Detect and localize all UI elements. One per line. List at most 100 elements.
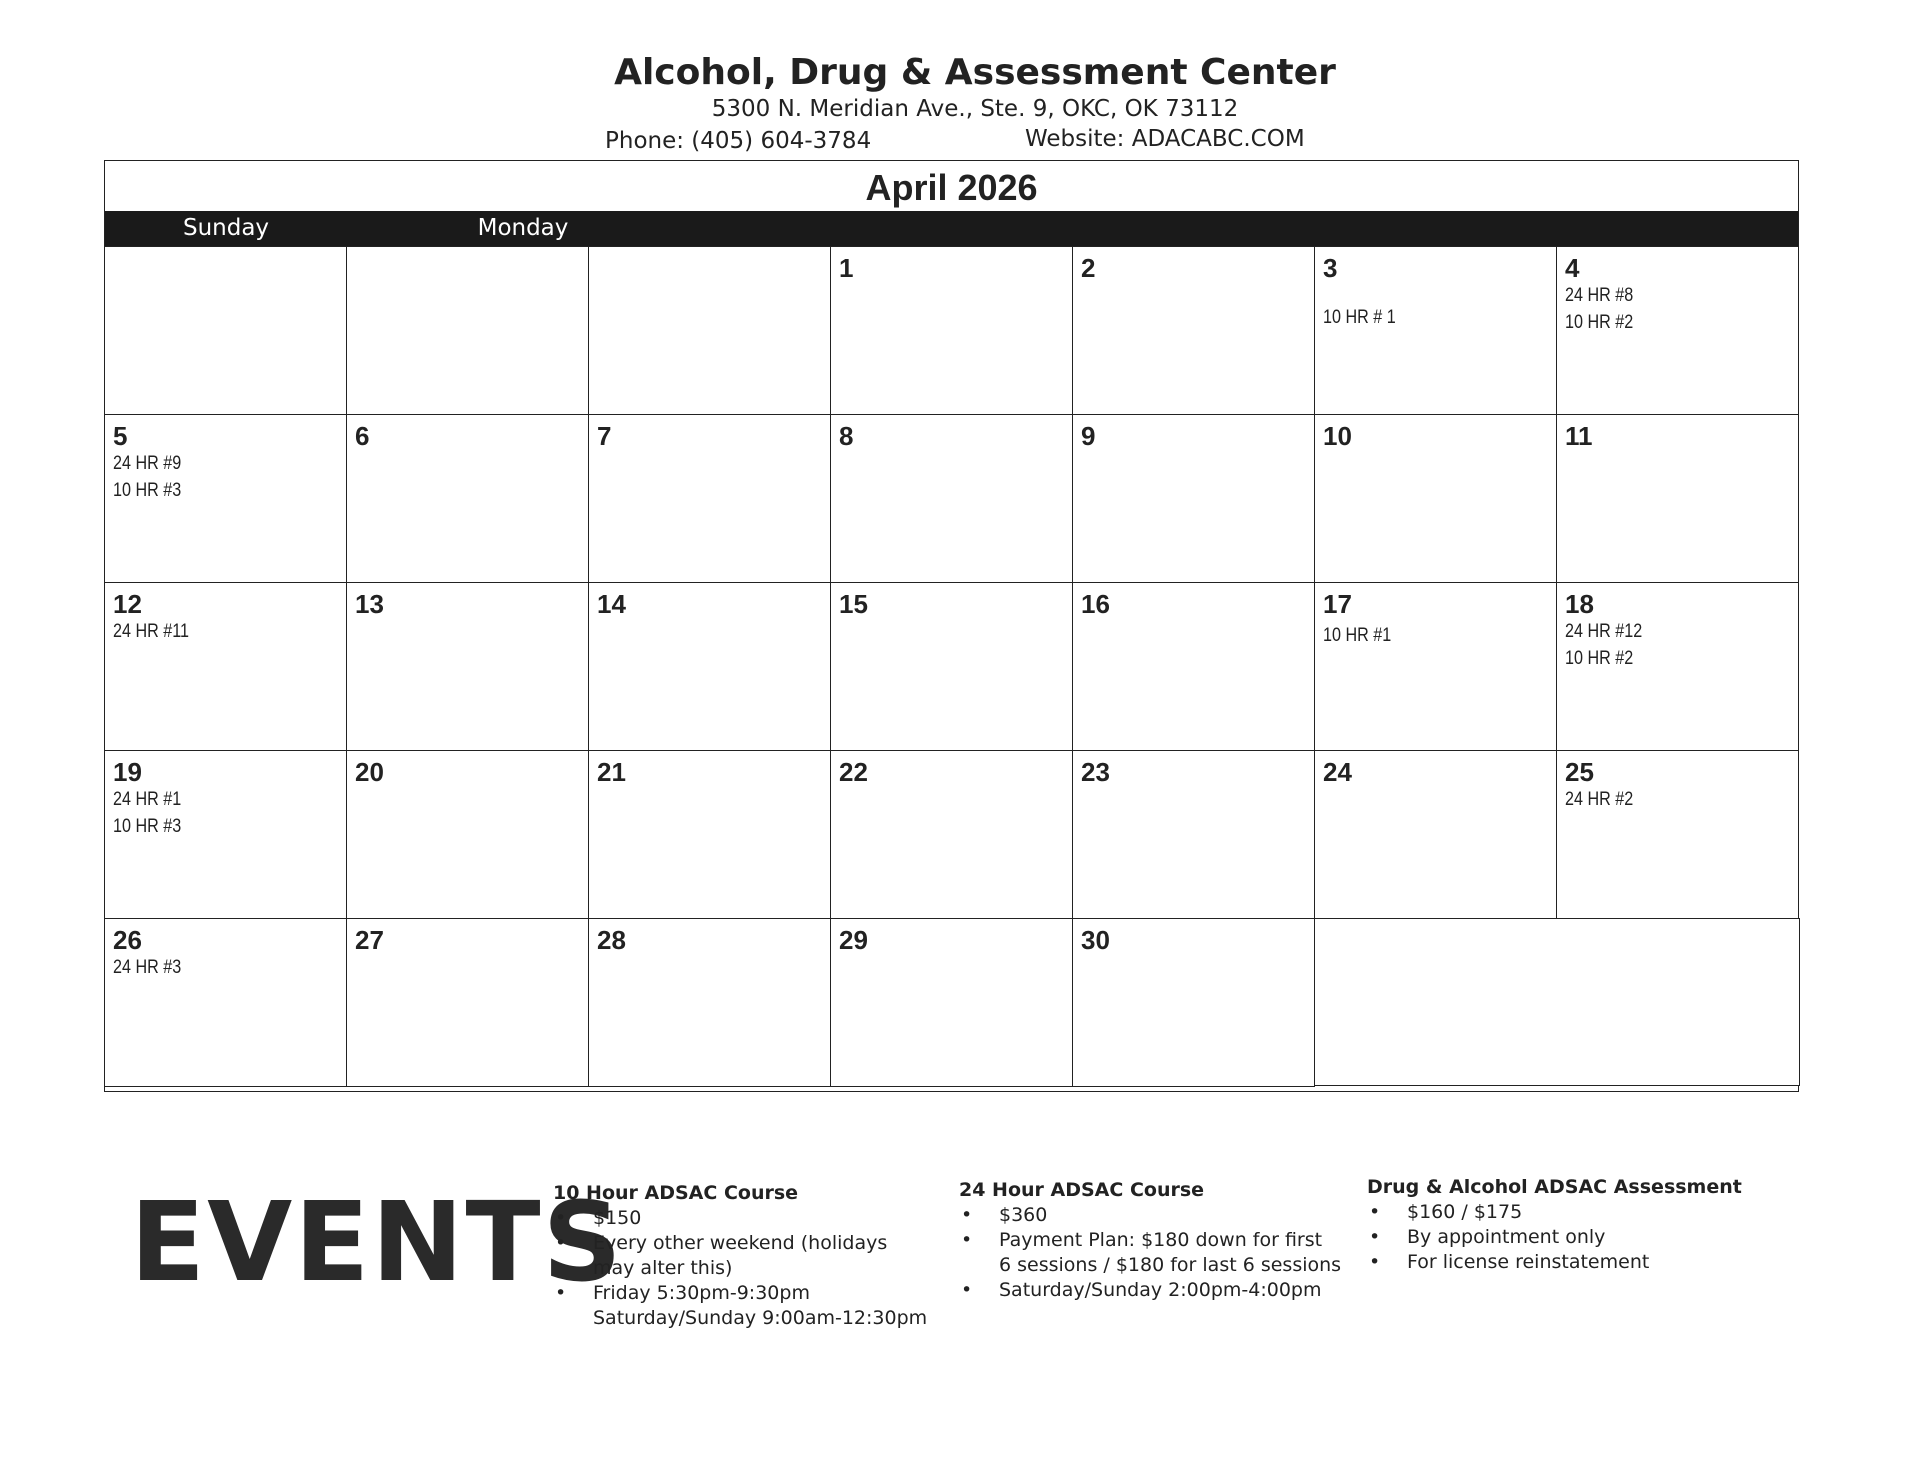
event-column: 24 Hour ADSAC Course $360 Payment Plan: $1… xyxy=(959,1179,1341,1303)
day-cell: 6 xyxy=(346,414,589,583)
day-number: 8 xyxy=(839,421,854,451)
day-cell: 27 xyxy=(346,918,589,1087)
event: 24 HR #11 xyxy=(113,621,190,642)
day-cell: 3 10 HR # 1 xyxy=(1314,246,1557,415)
day-number: 23 xyxy=(1081,757,1110,787)
event: 24 HR #12 xyxy=(1565,621,1643,642)
event-item: Saturday/Sunday 2:00pm-4:00pm xyxy=(959,1278,1341,1303)
day-number: 4 xyxy=(1565,253,1580,283)
event-title: 24 Hour ADSAC Course xyxy=(959,1179,1205,1201)
event: 24 HR #1 xyxy=(113,789,182,810)
event-item: $150 xyxy=(553,1206,927,1231)
day-number: 13 xyxy=(355,589,384,619)
day-number: 21 xyxy=(597,757,626,787)
day-number: 26 xyxy=(113,925,142,955)
day-number: 30 xyxy=(1081,925,1110,955)
day-number: 16 xyxy=(1081,589,1110,619)
day-cell: 26 24 HR #3 xyxy=(104,918,347,1087)
event-line: For license reinstatement xyxy=(1407,1251,1650,1273)
event-line: Friday 5:30pm-9:30pm xyxy=(593,1282,810,1304)
event: 10 HR #2 xyxy=(1565,648,1634,669)
day-number: 28 xyxy=(597,925,626,955)
event-line: 6 sessions / $180 for last 6 sessions xyxy=(999,1254,1342,1276)
day-cell: 13 xyxy=(346,582,589,751)
event-column: Drug & Alcohol ADSAC Assessment $160 / $1… xyxy=(1367,1176,1742,1275)
event-item: For license reinstatement xyxy=(1367,1250,1742,1275)
day-number: 1 xyxy=(839,253,854,283)
event-title: 10 Hour ADSAC Course xyxy=(553,1182,799,1204)
day-number: 6 xyxy=(355,421,370,451)
day-number: 20 xyxy=(355,757,384,787)
website: Website: ADACABC.COM xyxy=(1025,126,1305,152)
event-line: $360 xyxy=(999,1204,1048,1226)
day-number: 24 xyxy=(1323,757,1352,787)
event-line: $160 / $175 xyxy=(1407,1201,1523,1223)
day-number: 5 xyxy=(113,421,128,451)
event: 10 HR #3 xyxy=(113,480,182,501)
day-number: 11 xyxy=(1565,421,1593,451)
day-number: 12 xyxy=(113,589,142,619)
day-cell: 2 xyxy=(1072,246,1315,415)
event-item: Friday 5:30pm-9:30pm Saturday/Sunday 9:00… xyxy=(553,1281,927,1331)
day-cell: 19 24 HR #1 10 HR #3 xyxy=(104,750,347,919)
day-cell: 4 24 HR #8 10 HR #2 xyxy=(1556,246,1799,415)
day-number: 17 xyxy=(1323,589,1352,619)
day-cell: 25 24 HR #2 xyxy=(1556,750,1799,919)
day-cell xyxy=(346,246,589,415)
day-cell: 14 xyxy=(588,582,831,751)
event: 24 HR #2 xyxy=(1565,789,1634,810)
day-number: 22 xyxy=(839,757,868,787)
event-item: $160 / $175 xyxy=(1367,1200,1742,1225)
day-number: 2 xyxy=(1081,253,1096,283)
day-cell: 24 xyxy=(1314,750,1557,919)
event-line: By appointment only xyxy=(1407,1226,1606,1248)
event-item: Every other weekend (holidays may alter t… xyxy=(553,1231,927,1281)
calendar: April 2026 Sunday Monday 1 2 3 10 HR # 1 4 24 H… xyxy=(104,160,1800,1092)
day-number: 7 xyxy=(597,421,612,451)
event: 24 HR #3 xyxy=(113,957,182,978)
day-cell: 29 xyxy=(830,918,1073,1087)
day-cell: 7 xyxy=(588,414,831,583)
day-cell xyxy=(104,246,347,415)
title: Alcohol, Drug & Assessment Center xyxy=(614,52,1336,93)
day-number: 27 xyxy=(355,925,384,955)
day-cell: 21 xyxy=(588,750,831,919)
day-cell: 28 xyxy=(588,918,831,1087)
day-number: 19 xyxy=(113,757,142,787)
event-line: $150 xyxy=(593,1207,642,1229)
day-cell xyxy=(588,246,831,415)
event: 10 HR # 1 xyxy=(1323,307,1396,328)
day-cell: 17 10 HR #1 xyxy=(1314,582,1557,751)
day-cell: 22 xyxy=(830,750,1073,919)
event-line: Every other weekend (holidays xyxy=(593,1232,888,1254)
blank-cell xyxy=(1314,918,1800,1086)
event-column: 10 Hour ADSAC Course$150Every other week… xyxy=(553,1182,927,1331)
phone: Phone: (405) 604-3784 xyxy=(605,128,872,154)
event: 24 HR #9 xyxy=(113,453,182,474)
day-number: 15 xyxy=(839,589,868,619)
day-cell: 30 xyxy=(1072,918,1315,1087)
day-number: 29 xyxy=(839,925,868,955)
events-heading: EVENTS xyxy=(130,1178,624,1306)
day-cell: 12 24 HR #11 xyxy=(104,582,347,751)
event-line: Payment Plan: $180 down for first xyxy=(999,1229,1323,1251)
event: 10 HR #1 xyxy=(1323,625,1392,646)
day-cell: 5 24 HR #9 10 HR #3 xyxy=(104,414,347,583)
weekday: Monday xyxy=(477,215,569,241)
event: 24 HR #8 xyxy=(1565,285,1634,306)
event-item: By appointment only xyxy=(1367,1225,1742,1250)
day-cell: 9 xyxy=(1072,414,1315,583)
event: 10 HR #2 xyxy=(1565,312,1634,333)
event-line: Saturday/Sunday 2:00pm-4:00pm xyxy=(999,1279,1322,1301)
day-cell: 20 xyxy=(346,750,589,919)
month-title: April 2026 xyxy=(865,167,1038,208)
event-title: Drug & Alcohol ADSAC Assessment xyxy=(1367,1176,1742,1198)
day-cell: 16 xyxy=(1072,582,1315,751)
day-cell: 8 xyxy=(830,414,1073,583)
event: 10 HR #3 xyxy=(113,816,182,837)
day-cell: 23 xyxy=(1072,750,1315,919)
address: 5300 N. Meridian Ave., Ste. 9, OKC, OK 7… xyxy=(711,96,1239,122)
event-line: may alter this) xyxy=(593,1257,733,1279)
weekday: Sunday xyxy=(182,215,270,241)
